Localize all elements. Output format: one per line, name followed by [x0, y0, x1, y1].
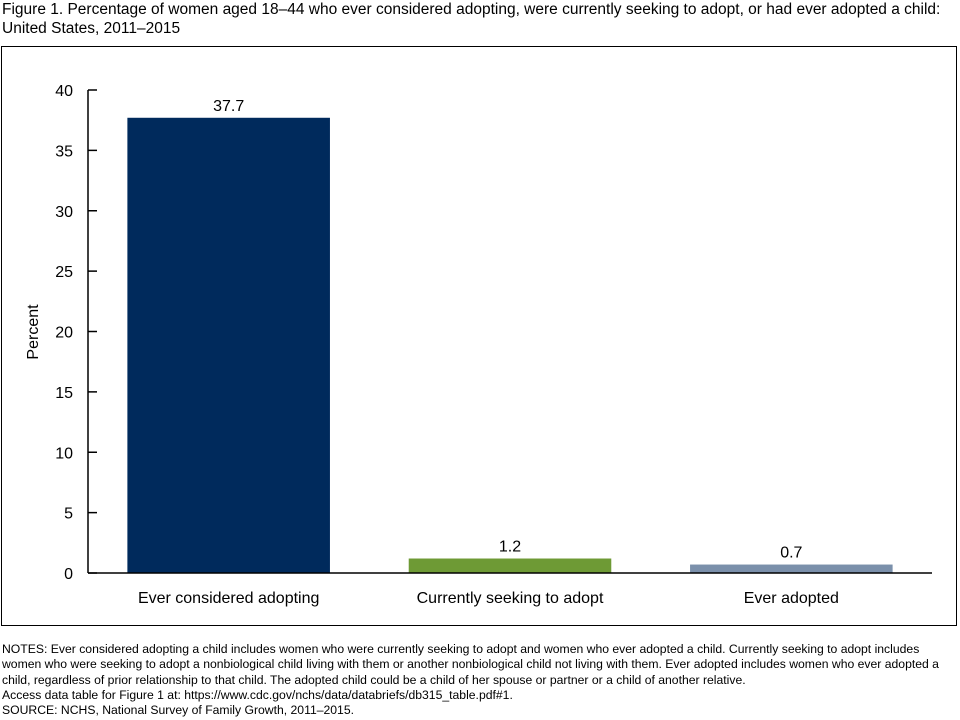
bar	[408, 558, 612, 573]
notes-source: SOURCE: NCHS, National Survey of Family …	[2, 703, 354, 718]
notes-text: NOTES: Ever considered adopting a child …	[2, 642, 939, 687]
notes-access: Access data table for Figure 1 at: https…	[2, 687, 513, 702]
y-tick-label: 10	[55, 445, 73, 462]
y-tick-label: 30	[55, 204, 73, 221]
y-axis: 0 5 10 15 20 25 30 35 40	[55, 83, 97, 583]
bar-value-label: 1.2	[499, 539, 521, 556]
bar-value-label: 37.7	[213, 98, 244, 115]
y-tick-label: 5	[64, 506, 73, 523]
bar	[127, 117, 330, 574]
y-tick-label: 25	[55, 264, 73, 281]
x-category-label: Currently seeking to adopt	[417, 590, 604, 607]
bar-value-label: 0.7	[780, 545, 802, 562]
figure-title: Figure 1. Percentage of women aged 18–44…	[2, 1, 941, 37]
x-category-label: Ever considered adopting	[138, 590, 319, 607]
chart-frame	[1, 46, 957, 626]
x-category-label: Ever adopted	[744, 590, 839, 607]
notes: NOTES: Ever considered adopting a child …	[2, 642, 958, 718]
bars: 37.7 1.2 0.7	[127, 98, 893, 574]
y-tick-label: 40	[55, 83, 73, 100]
y-tick-label: 35	[55, 143, 73, 160]
y-tick-label: 0	[64, 566, 73, 583]
y-axis-title: Percent	[25, 304, 42, 360]
y-tick-label: 15	[55, 385, 73, 402]
bar	[690, 564, 893, 573]
x-axis: Ever considered adopting Currently seekin…	[88, 572, 932, 607]
bar-chart: 0 5 10 15 20 25 30 35 40 37.7 1.2 0.7 Ever conside…	[25, 83, 932, 607]
y-tick-label: 20	[55, 325, 73, 342]
